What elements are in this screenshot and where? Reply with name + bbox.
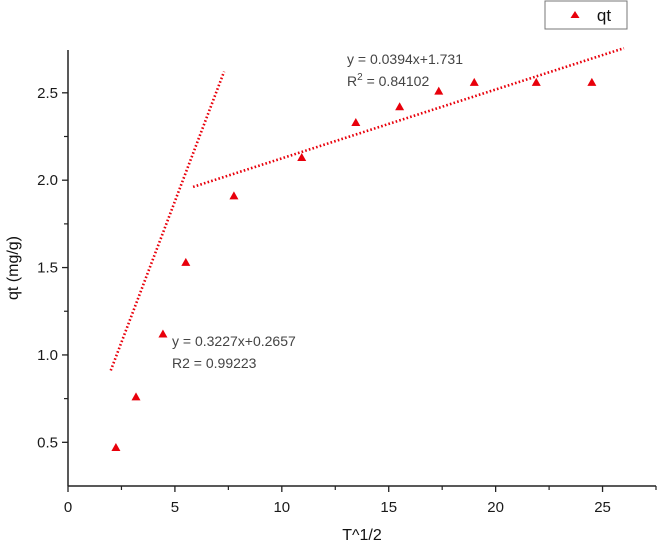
- x-tick-label: 25: [594, 499, 611, 516]
- data-point-triangle-icon: [469, 77, 479, 86]
- y-tick-label: 0.5: [37, 434, 58, 451]
- fit-1-equation: y = 0.3227x+0.2657: [172, 333, 296, 349]
- data-point-triangle-icon: [434, 86, 444, 95]
- data-point-triangle-icon: [351, 118, 361, 127]
- r2-prefix: R: [347, 73, 357, 89]
- fit-2-r2: R2 = 0.84102: [347, 72, 429, 89]
- legend-box: [544, 0, 628, 30]
- y-tick-label: 2.5: [37, 85, 58, 102]
- x-tick-label: 15: [380, 499, 397, 516]
- data-point-triangle-icon: [181, 257, 191, 266]
- x-tick-label: 20: [487, 499, 504, 516]
- fit-stage-2-line: [192, 46, 625, 189]
- x-tick-label: 0: [64, 499, 72, 516]
- y-tick-label: 1.5: [37, 260, 58, 277]
- data-point-triangle-icon: [229, 191, 239, 200]
- data-point-triangle-icon: [297, 152, 307, 161]
- y-axis-title: qt (mg/g): [5, 236, 22, 300]
- data-point-triangle-icon: [395, 102, 405, 111]
- legend: qt: [544, 0, 628, 30]
- data-point-triangle-icon: [531, 77, 541, 86]
- y-tick-label: 2.0: [37, 172, 58, 189]
- y-tick-label: 1.0: [37, 347, 58, 364]
- x-tick-label: 10: [273, 499, 290, 516]
- fit-stage-1-line: [109, 71, 226, 371]
- r2-superscript: 2: [357, 72, 363, 83]
- data-point-triangle-icon: [158, 329, 168, 338]
- triangle-marker-icon: [570, 11, 580, 18]
- r2-suffix: = 0.84102: [363, 73, 430, 89]
- x-tick-label: 5: [171, 499, 179, 516]
- axes: 0 5 10 15 20 25 0.5 1.0 1.5 2.0 2.5: [37, 50, 657, 516]
- plot-area: [109, 46, 625, 452]
- data-point-triangle-icon: [131, 392, 141, 401]
- data-point-triangle-icon: [111, 443, 121, 452]
- legend-label: qt: [597, 6, 611, 25]
- fit-2-equation: y = 0.0394x+1.731: [347, 51, 463, 67]
- fit-1-r2: R2 = 0.99223: [172, 355, 257, 371]
- data-point-triangle-icon: [587, 77, 597, 86]
- x-axis-title: T^1/2: [342, 527, 382, 544]
